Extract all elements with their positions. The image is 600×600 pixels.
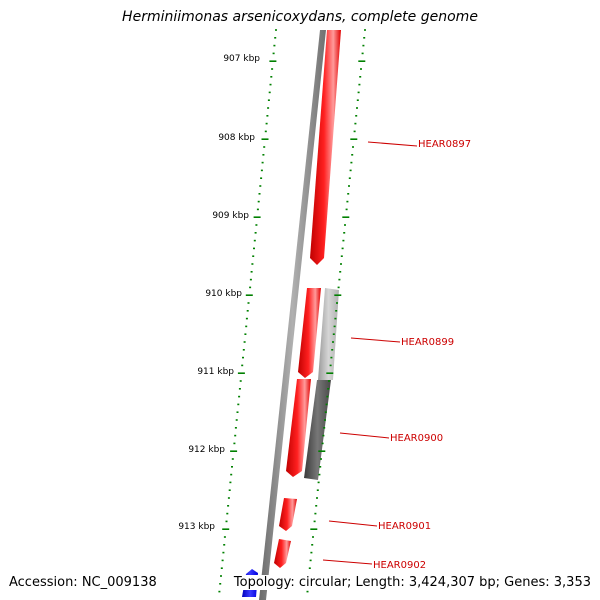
scale-label-910: 910 kbp (205, 289, 242, 299)
scale-label-907: 907 kbp (223, 54, 260, 64)
genome-backbone (259, 30, 326, 600)
leader-hear0897 (367, 141, 418, 147)
gene-feature-hear0900-reverse[interactable] (304, 380, 331, 480)
scale-label-911: 911 kbp (197, 367, 234, 377)
scale-label-909: 909 kbp (212, 211, 249, 221)
gene-label-hear0900[interactable]: HEAR0900 (390, 433, 443, 444)
map-title: Herminiimonas arsenicoxydans, complete g… (122, 9, 478, 25)
genome-summary-text: Topology: circular; Length: 3,424,307 bp… (232, 575, 592, 590)
leader-hear0900 (339, 432, 390, 439)
scale-ruler-right (306, 29, 366, 593)
scale-label-908: 908 kbp (218, 133, 255, 143)
gene-feature-hear0899-reverse[interactable] (318, 288, 339, 380)
leader-hear0899 (350, 337, 401, 343)
gene-feature-hear0897[interactable] (310, 30, 341, 265)
scale-label-912: 912 kbp (188, 445, 225, 455)
gene-label-hear0899[interactable]: HEAR0899 (401, 337, 454, 348)
accession-text: Accession: NC_009138 (8, 575, 158, 590)
gene-feature-hear0900-forward[interactable] (286, 379, 311, 477)
leader-hear0902 (322, 559, 373, 565)
gene-feature-hear0899-forward[interactable] (298, 288, 321, 378)
gene-feature-hear0901[interactable] (279, 498, 297, 531)
scale-label-913: 913 kbp (178, 522, 215, 532)
gene-label-hear0897[interactable]: HEAR0897 (418, 139, 471, 150)
gene-feature-hear0902[interactable] (274, 539, 291, 568)
gene-label-hear0901[interactable]: HEAR0901 (378, 521, 431, 532)
scale-ruler-left (218, 29, 277, 593)
gene-label-hear0902[interactable]: HEAR0902 (373, 560, 426, 571)
leader-hear0901 (328, 520, 378, 527)
